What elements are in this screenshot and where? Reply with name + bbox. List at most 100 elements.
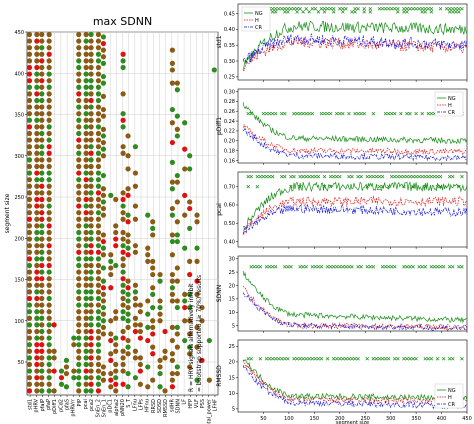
left-dot xyxy=(174,172,180,179)
left-dot xyxy=(39,163,45,170)
left-dot xyxy=(26,157,33,163)
significance-marker xyxy=(447,264,452,269)
significance-marker xyxy=(368,264,373,269)
left-dot xyxy=(34,309,40,315)
left-dot xyxy=(46,361,52,368)
left-dot xyxy=(46,335,52,341)
left-dot xyxy=(39,368,45,374)
left-dot xyxy=(26,229,33,236)
significance-marker xyxy=(292,174,296,179)
significance-marker xyxy=(341,357,345,361)
right-ytick-label: 15 xyxy=(229,375,235,381)
left-dot xyxy=(34,289,40,295)
left-dot xyxy=(95,302,102,308)
left-dot xyxy=(150,324,156,330)
left-dot xyxy=(39,157,45,163)
left-ytick-label: 250 xyxy=(14,195,24,201)
left-dot xyxy=(83,223,89,229)
left-dot xyxy=(34,163,40,170)
right-ytick-label: 0.30 xyxy=(224,89,235,95)
left-dot xyxy=(46,31,52,38)
left-dot xyxy=(199,357,205,363)
left-dot xyxy=(26,295,33,302)
significance-marker xyxy=(460,357,464,361)
right-xtick-label: 250 xyxy=(360,416,370,422)
left-dot xyxy=(199,318,205,324)
left-dot xyxy=(76,150,82,156)
left-dot xyxy=(26,196,33,203)
significance-marker xyxy=(356,357,360,361)
left-dot xyxy=(51,388,57,394)
right-y-axis-label: SDNN xyxy=(216,285,223,302)
significance-marker xyxy=(396,174,400,179)
left-dot xyxy=(26,71,33,77)
left-dot xyxy=(145,298,151,304)
significance-marker xyxy=(328,174,333,179)
left-dot xyxy=(63,364,70,370)
significance-marker xyxy=(301,10,305,14)
left-dot xyxy=(88,97,94,104)
left-dot xyxy=(174,133,180,139)
left-dot xyxy=(46,236,52,242)
significance-marker xyxy=(325,357,330,361)
left-dot xyxy=(26,269,33,275)
left-dot xyxy=(76,170,82,176)
significance-marker xyxy=(380,264,385,269)
left-dot xyxy=(46,97,52,104)
significance-marker xyxy=(322,111,327,116)
significance-marker xyxy=(301,264,305,269)
left-dot xyxy=(95,295,102,302)
left-dot xyxy=(120,216,126,222)
left-dot xyxy=(95,91,102,97)
left-dot xyxy=(39,124,45,130)
significance-marker xyxy=(341,7,345,11)
left-dot xyxy=(34,322,40,328)
right-xtick-label: 50 xyxy=(260,416,266,422)
significance-marker xyxy=(426,7,431,11)
left-dot xyxy=(71,335,77,341)
left-dot xyxy=(46,84,52,90)
left-dot xyxy=(46,322,52,328)
left-dot xyxy=(211,67,217,73)
left-dot xyxy=(88,210,94,216)
significance-marker xyxy=(350,357,354,361)
significance-marker xyxy=(328,111,333,116)
left-dot xyxy=(169,67,175,73)
right-ytick-label: 10 xyxy=(229,310,235,316)
left-dot xyxy=(125,298,131,304)
significance-marker xyxy=(411,174,415,179)
significance-marker xyxy=(255,184,260,189)
left-dot xyxy=(76,368,82,374)
left-xtick-label: pDC1 xyxy=(108,399,114,413)
significance-marker xyxy=(292,7,296,11)
left-dot xyxy=(194,212,200,218)
significance-marker xyxy=(411,264,415,269)
left-dot xyxy=(132,144,139,150)
left-dot xyxy=(26,328,33,335)
left-dot xyxy=(100,126,107,132)
significance-marker xyxy=(408,111,412,116)
left-dot xyxy=(26,223,33,229)
left-dot xyxy=(187,318,193,324)
significance-marker xyxy=(460,174,464,179)
significance-marker xyxy=(261,111,266,116)
right-y-axis-label: pcai xyxy=(216,203,223,216)
left-dot xyxy=(132,375,139,381)
significance-marker xyxy=(344,264,348,269)
significance-marker xyxy=(438,7,443,11)
left-dot xyxy=(100,377,107,383)
left-dot xyxy=(100,146,107,152)
left-dot xyxy=(137,322,143,328)
left-ytick-label: 300 xyxy=(14,154,24,160)
significance-marker xyxy=(389,174,394,179)
left-dot xyxy=(83,302,89,308)
left-dot xyxy=(88,45,94,51)
significance-marker xyxy=(457,264,461,269)
legend-label-ng: NG xyxy=(448,96,456,102)
left-dot xyxy=(169,337,175,344)
right-ytick-label: 20 xyxy=(229,360,235,366)
left-dot xyxy=(88,170,94,176)
significance-marker xyxy=(246,184,250,189)
left-dot xyxy=(34,117,40,123)
left-dot xyxy=(76,38,82,44)
